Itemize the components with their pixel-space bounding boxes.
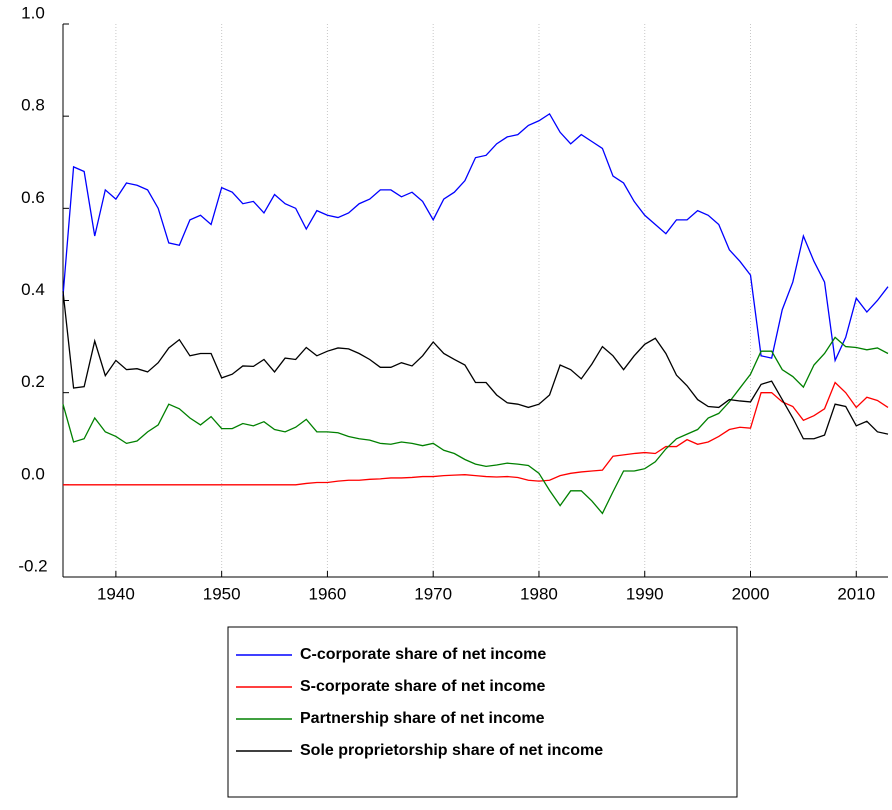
y-tick-label: 1.0 — [21, 3, 45, 22]
x-tick-label: 2010 — [837, 584, 875, 603]
legend-label: S-corporate share of net income — [300, 678, 545, 695]
legend-label: C-corporate share of net income — [300, 646, 546, 663]
x-tick-label: 1990 — [626, 584, 664, 603]
y-tick-label: -0.2 — [18, 556, 47, 575]
y-tick-label: 0.0 — [21, 464, 45, 483]
y-tick-label: 0.4 — [21, 280, 45, 299]
series-line — [63, 381, 889, 486]
legend-label: Sole proprietorship share of net income — [300, 742, 603, 759]
y-tick-label: 0.2 — [21, 372, 45, 391]
series-line — [62, 291, 889, 440]
x-tick-label: 1970 — [414, 584, 452, 603]
y-tick-label: 0.8 — [21, 96, 45, 115]
x-tick-label: 1960 — [309, 584, 347, 603]
x-tick-label: 2000 — [732, 584, 770, 603]
series-line — [62, 112, 889, 363]
x-tick-label: 1980 — [520, 584, 558, 603]
series-line — [62, 336, 889, 515]
y-tick-label: 0.6 — [21, 188, 45, 207]
legend-label: Partnership share of net income — [300, 710, 545, 727]
x-tick-label: 1940 — [97, 584, 135, 603]
x-tick-label: 1950 — [203, 584, 241, 603]
legend-box — [227, 626, 738, 798]
